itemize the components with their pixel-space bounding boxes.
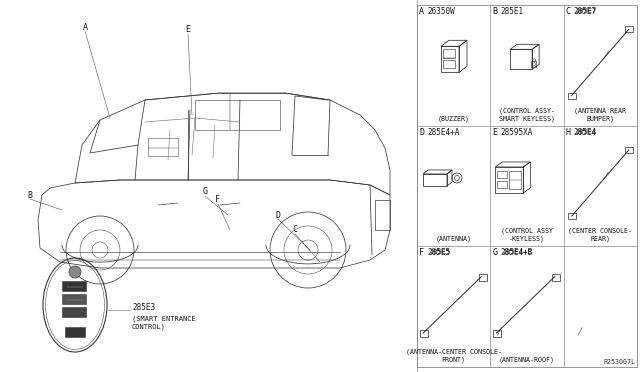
Text: G: G xyxy=(492,248,497,257)
Text: G: G xyxy=(202,187,207,196)
Bar xyxy=(148,138,178,156)
Text: (CONTROL ASSY
-KEYLESS): (CONTROL ASSY -KEYLESS) xyxy=(501,228,553,242)
Bar xyxy=(443,49,455,58)
Polygon shape xyxy=(65,327,85,337)
Bar xyxy=(625,26,633,32)
Text: A: A xyxy=(419,7,424,16)
Text: 285E7: 285E7 xyxy=(575,8,597,14)
Bar xyxy=(62,281,86,291)
Bar xyxy=(195,100,280,130)
Text: F: F xyxy=(419,248,424,257)
Text: 285E3: 285E3 xyxy=(132,302,155,311)
Bar xyxy=(625,147,633,153)
Bar xyxy=(417,5,637,367)
Text: (SMART ENTRANCE
CONTROL): (SMART ENTRANCE CONTROL) xyxy=(132,315,196,330)
Text: C: C xyxy=(566,7,571,16)
Circle shape xyxy=(69,266,81,278)
Text: (ANTENNA-CENTER CONSOLE-
FRONT): (ANTENNA-CENTER CONSOLE- FRONT) xyxy=(406,349,502,363)
Text: 285E4: 285E4 xyxy=(573,128,596,137)
Text: D: D xyxy=(275,211,280,219)
Bar xyxy=(62,307,86,317)
Text: 285E4+B: 285E4+B xyxy=(502,249,532,255)
Bar xyxy=(568,93,575,99)
Text: D: D xyxy=(419,128,424,137)
Text: B: B xyxy=(492,7,497,16)
Bar xyxy=(568,213,575,219)
Bar xyxy=(509,171,522,189)
Text: 285E5: 285E5 xyxy=(429,249,451,255)
Bar xyxy=(479,273,486,280)
Bar xyxy=(497,181,508,188)
Text: A: A xyxy=(83,22,88,32)
Text: 285E4+A: 285E4+A xyxy=(427,128,460,137)
Text: (ANTENNA): (ANTENNA) xyxy=(436,236,472,242)
Text: 285E5: 285E5 xyxy=(427,248,450,257)
Text: 28595XA: 28595XA xyxy=(500,128,532,137)
Text: (CENTER CONSOLE-
REAR): (CENTER CONSOLE- REAR) xyxy=(568,228,632,242)
Text: 285E4+B: 285E4+B xyxy=(500,248,532,257)
Text: 285E7: 285E7 xyxy=(573,7,596,16)
Text: (BUZZER): (BUZZER) xyxy=(438,115,470,122)
Bar xyxy=(552,273,560,280)
Text: (CONTROL ASSY-
SMART KEYLESS): (CONTROL ASSY- SMART KEYLESS) xyxy=(499,107,555,122)
Text: 285E4: 285E4 xyxy=(575,129,597,135)
Text: 26350W: 26350W xyxy=(427,7,455,16)
Bar xyxy=(531,61,536,67)
Text: H: H xyxy=(566,128,571,137)
Text: F: F xyxy=(216,196,221,205)
Text: (ANTENNA REAR
BUMPER): (ANTENNA REAR BUMPER) xyxy=(574,107,627,122)
Bar xyxy=(497,171,508,178)
Bar xyxy=(420,330,428,337)
Bar xyxy=(493,330,501,337)
Text: B: B xyxy=(28,190,33,199)
Bar xyxy=(62,294,86,304)
Bar xyxy=(375,200,390,230)
Text: E: E xyxy=(186,26,191,35)
Text: C: C xyxy=(292,225,298,234)
Text: R253007L: R253007L xyxy=(603,359,635,365)
Text: 285E1: 285E1 xyxy=(500,7,524,16)
Bar xyxy=(443,60,455,68)
Text: E: E xyxy=(492,128,497,137)
Text: (ANTENNA-ROOF): (ANTENNA-ROOF) xyxy=(499,356,555,363)
